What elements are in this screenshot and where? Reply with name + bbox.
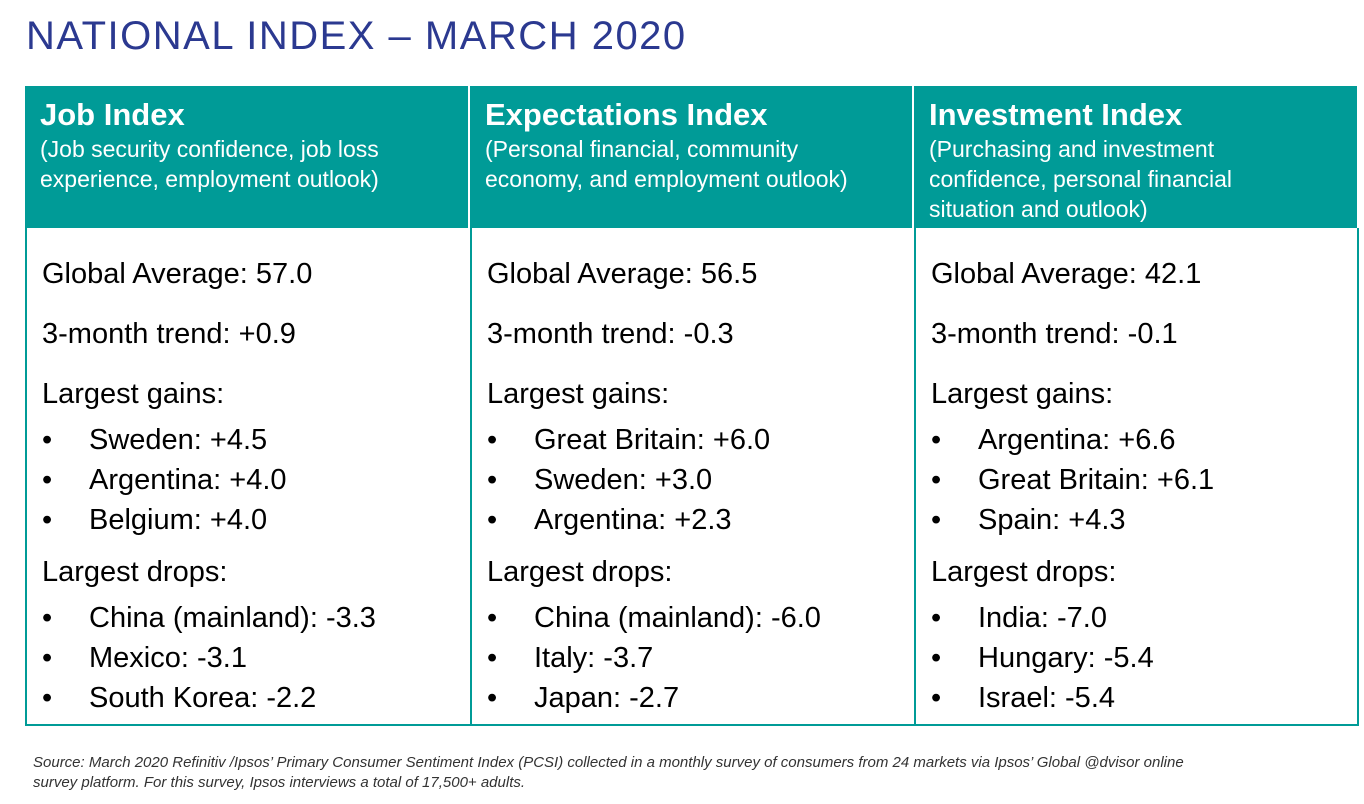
column-description: economy, and employment outlook): [485, 166, 848, 192]
gains-list: • Great Britain: +6.0 • Sweden: +3.0 • Arge…: [487, 420, 900, 540]
list-item: • Mexico: -3.1: [42, 638, 456, 678]
footnote-line: Source: March 2020 Refinitiv /Ipsos’ Pri…: [33, 754, 1184, 771]
column-heading: Job Index: [40, 97, 185, 132]
column-description: (Purchasing and investment: [929, 136, 1215, 162]
header-investment-index: Investment Index (Purchasing and investm…: [914, 86, 1359, 228]
bullet: •: [487, 504, 498, 536]
list-item: • Sweden: +4.5: [42, 420, 456, 460]
column-heading: Investment Index: [929, 97, 1183, 132]
header-job-index: Job Index (Job security confidence, job …: [25, 86, 470, 228]
drops-label: Largest drops:: [931, 556, 1117, 588]
column-heading: Expectations Index: [485, 97, 768, 132]
list-item-text: China (mainland): -3.3: [89, 602, 376, 634]
list-item-text: Belgium: +4.0: [89, 504, 268, 536]
bullet: •: [42, 504, 53, 536]
list-item-text: Spain: +4.3: [978, 504, 1126, 536]
list-item-text: Argentina: +6.6: [978, 424, 1176, 456]
bullet: •: [42, 682, 53, 714]
global-average: Global Average: 56.5: [487, 258, 758, 290]
bullet: •: [487, 602, 498, 634]
bullet: •: [42, 642, 53, 674]
bullet: •: [42, 424, 53, 456]
bullet: •: [931, 464, 942, 496]
global-average: Global Average: 42.1: [931, 258, 1202, 290]
header-expectations-index: Expectations Index (Personal financial, …: [470, 86, 914, 228]
trend: 3-month trend: +0.9: [42, 318, 296, 350]
list-item: • China (mainland): -3.3: [42, 598, 456, 638]
list-item-text: Sweden: +4.5: [89, 424, 268, 456]
list-item-text: Israel: -5.4: [978, 682, 1115, 714]
list-item-text: Mexico: -3.1: [89, 642, 247, 674]
bullet: •: [931, 602, 942, 634]
list-item-text: India: -7.0: [978, 602, 1107, 634]
list-item: • Italy: -3.7: [487, 638, 900, 678]
list-item: • Israel: -5.4: [931, 678, 1343, 718]
gains-list: • Sweden: +4.5 • Argentina: +4.0 • Belgium:…: [42, 420, 456, 540]
list-item-text: Argentina: +4.0: [89, 464, 287, 496]
gains-label: Largest gains:: [487, 378, 670, 410]
trend: 3-month trend: -0.1: [931, 318, 1178, 350]
list-item: • South Korea: -2.2: [42, 678, 456, 718]
drops-label: Largest drops:: [42, 556, 228, 588]
bullet: •: [42, 464, 53, 496]
bullet: •: [42, 602, 53, 634]
list-item-text: Hungary: -5.4: [978, 642, 1154, 674]
bullet: •: [931, 424, 942, 456]
column-description: (Job security confidence, job loss: [40, 136, 379, 162]
list-item-text: Great Britain: +6.0: [534, 424, 771, 456]
list-item-text: Great Britain: +6.1: [978, 464, 1215, 496]
list-item-text: Argentina: +2.3: [534, 504, 732, 536]
footnote-line: survey platform. For this survey, Ipsos …: [33, 774, 526, 791]
bullet: •: [487, 682, 498, 714]
list-item: • Japan: -2.7: [487, 678, 900, 718]
list-item-text: Sweden: +3.0: [534, 464, 713, 496]
drops-label: Largest drops:: [487, 556, 673, 588]
gains-label: Largest gains:: [931, 378, 1114, 410]
list-item: • Argentina: +2.3: [487, 500, 900, 540]
global-average: Global Average: 57.0: [42, 258, 313, 290]
body-investment-index: Global Average: 42.1 3-month trend: -0.1…: [914, 228, 1359, 726]
body-job-index: Global Average: 57.0 3-month trend: +0.9…: [25, 228, 470, 726]
list-item-text: China (mainland): -6.0: [534, 602, 821, 634]
list-item: • Belgium: +4.0: [42, 500, 456, 540]
list-item-text: South Korea: -2.2: [89, 682, 317, 714]
gains-label: Largest gains:: [42, 378, 225, 410]
list-item: • India: -7.0: [931, 598, 1343, 638]
list-item: • Great Britain: +6.0: [487, 420, 900, 460]
column-description: experience, employment outlook): [40, 166, 379, 192]
list-item: • Hungary: -5.4: [931, 638, 1343, 678]
column-description: situation and outlook): [929, 196, 1148, 222]
trend: 3-month trend: -0.3: [487, 318, 734, 350]
bullet: •: [487, 424, 498, 456]
bullet: •: [487, 464, 498, 496]
list-item: • China (mainland): -6.0: [487, 598, 900, 638]
page-title: NATIONAL INDEX – MARCH 2020: [26, 14, 687, 58]
list-item: • Argentina: +6.6: [931, 420, 1343, 460]
list-item: • Sweden: +3.0: [487, 460, 900, 500]
bullet: •: [487, 642, 498, 674]
gains-list: • Argentina: +6.6 • Great Britain: +6.1 • S…: [931, 420, 1343, 540]
list-item-text: Italy: -3.7: [534, 642, 654, 674]
column-description: (Personal financial, community: [485, 136, 799, 162]
index-table: Job Index (Job security confidence, job …: [25, 86, 1359, 726]
column-description: confidence, personal financial: [929, 166, 1233, 192]
drops-list: • China (mainland): -6.0 • Italy: -3.7 • Ja…: [487, 598, 900, 718]
list-item: • Argentina: +4.0: [42, 460, 456, 500]
bullet: •: [931, 682, 942, 714]
list-item: • Great Britain: +6.1: [931, 460, 1343, 500]
source-footnote: Source: March 2020 Refinitiv /Ipsos’ Pri…: [33, 753, 1333, 793]
drops-list: • China (mainland): -3.3 • Mexico: -3.1 • S…: [42, 598, 456, 718]
list-item-text: Japan: -2.7: [534, 682, 680, 714]
body-expectations-index: Global Average: 56.5 3-month trend: -0.3…: [470, 228, 914, 726]
list-item: • Spain: +4.3: [931, 500, 1343, 540]
bullet: •: [931, 504, 942, 536]
drops-list: • India: -7.0 • Hungary: -5.4 • Israel: -5.…: [931, 598, 1343, 718]
bullet: •: [931, 642, 942, 674]
